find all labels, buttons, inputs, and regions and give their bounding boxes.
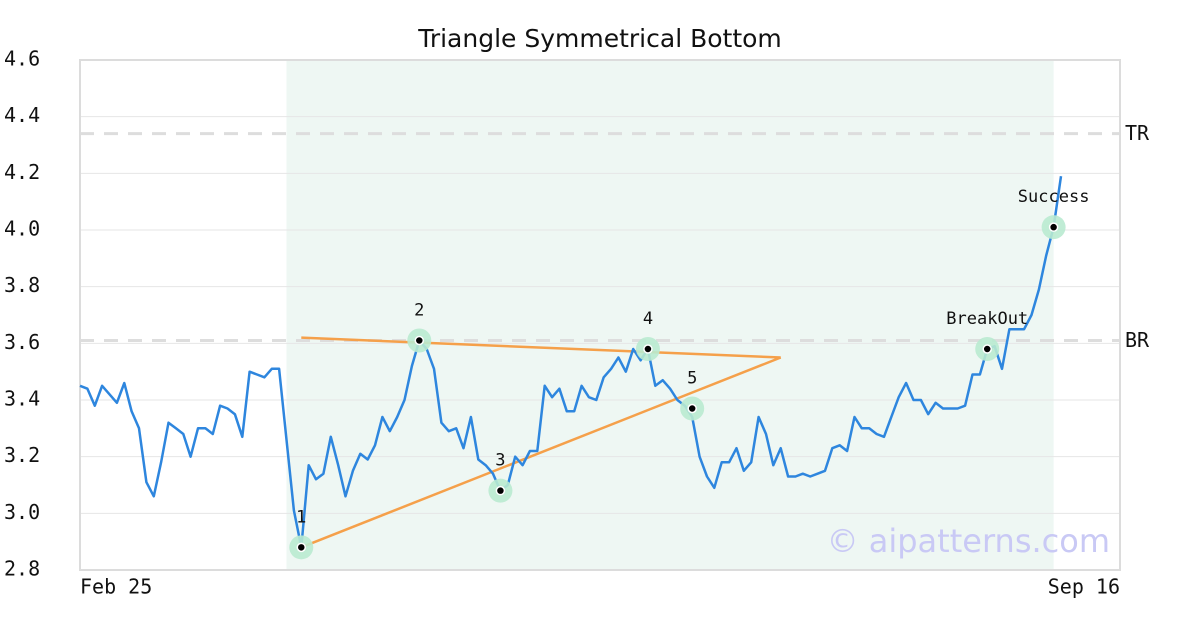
pattern-zone [286, 60, 1054, 570]
marker-dot [982, 344, 992, 354]
price-line [79, 176, 1063, 549]
y-tick-label: 3.8 [4, 273, 40, 297]
marker-label: 4 [643, 309, 653, 329]
marker-label: 2 [414, 301, 424, 321]
y-tick-label: 4.0 [4, 217, 40, 241]
marker-dot [643, 344, 653, 354]
marker-label: Success [1018, 187, 1090, 207]
pattern-line [301, 336, 781, 359]
marker-dot [1048, 222, 1059, 232]
marker-label: 1 [296, 507, 306, 527]
chart-title: Triangle Symmetrical Bottom [417, 24, 782, 53]
pattern-line [300, 356, 782, 549]
y-tick-label: 2.8 [4, 557, 40, 581]
reference-label: BR [1125, 328, 1150, 352]
y-tick-label: 4.6 [4, 47, 40, 71]
y-tick-label: 3.0 [4, 500, 40, 524]
watermark: © aipatterns.com [827, 522, 1110, 560]
y-tick-label: 3.4 [4, 387, 40, 411]
y-tick-label: 4.4 [4, 103, 40, 127]
marker-dot [414, 335, 425, 346]
y-tick-label: 4.2 [4, 160, 40, 184]
plot-border [79, 59, 1121, 571]
marker-dot [495, 485, 506, 496]
marker-label: 5 [687, 369, 697, 389]
y-tick-label: 3.2 [4, 443, 40, 467]
y-tick-label: 3.6 [4, 330, 40, 354]
marker-dot [687, 403, 697, 414]
x-tick-label: Sep 16 [1048, 575, 1120, 599]
marker-dot [296, 542, 307, 553]
marker-label: BreakOut [946, 309, 1028, 329]
marker-label: 3 [495, 451, 505, 471]
x-tick-label: Feb 25 [80, 575, 152, 599]
reference-label: TR [1125, 121, 1150, 145]
